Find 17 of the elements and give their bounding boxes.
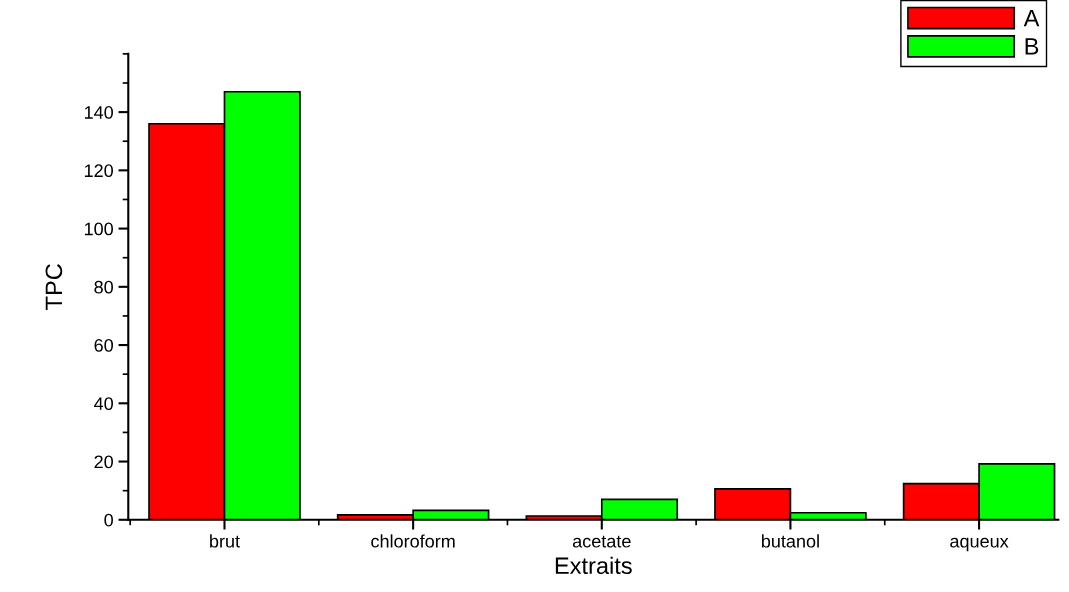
- x-tick-label: acetate: [572, 535, 631, 548]
- y-tick-label: 120: [84, 164, 113, 178]
- x-tick-label: butanol: [761, 534, 819, 548]
- x-tick-label: brut: [210, 534, 240, 548]
- y-tick-label: 40: [94, 397, 113, 411]
- y-tick-label: 100: [84, 222, 113, 236]
- y-tick-label: 140: [84, 106, 113, 119]
- x-axis-title: Extraits: [555, 556, 632, 575]
- legend-label: B: [1025, 38, 1039, 55]
- y-tick-label: 80: [94, 280, 113, 294]
- y-tick-label: 20: [94, 455, 113, 469]
- x-tick-label: chloroform: [371, 534, 455, 548]
- y-axis-title: TPC: [45, 264, 63, 310]
- y-tick-label: 0: [104, 513, 113, 527]
- legend-label: A: [1023, 9, 1040, 27]
- y-tick-label: 60: [94, 339, 113, 352]
- x-tick-label: aqueux: [950, 537, 1009, 552]
